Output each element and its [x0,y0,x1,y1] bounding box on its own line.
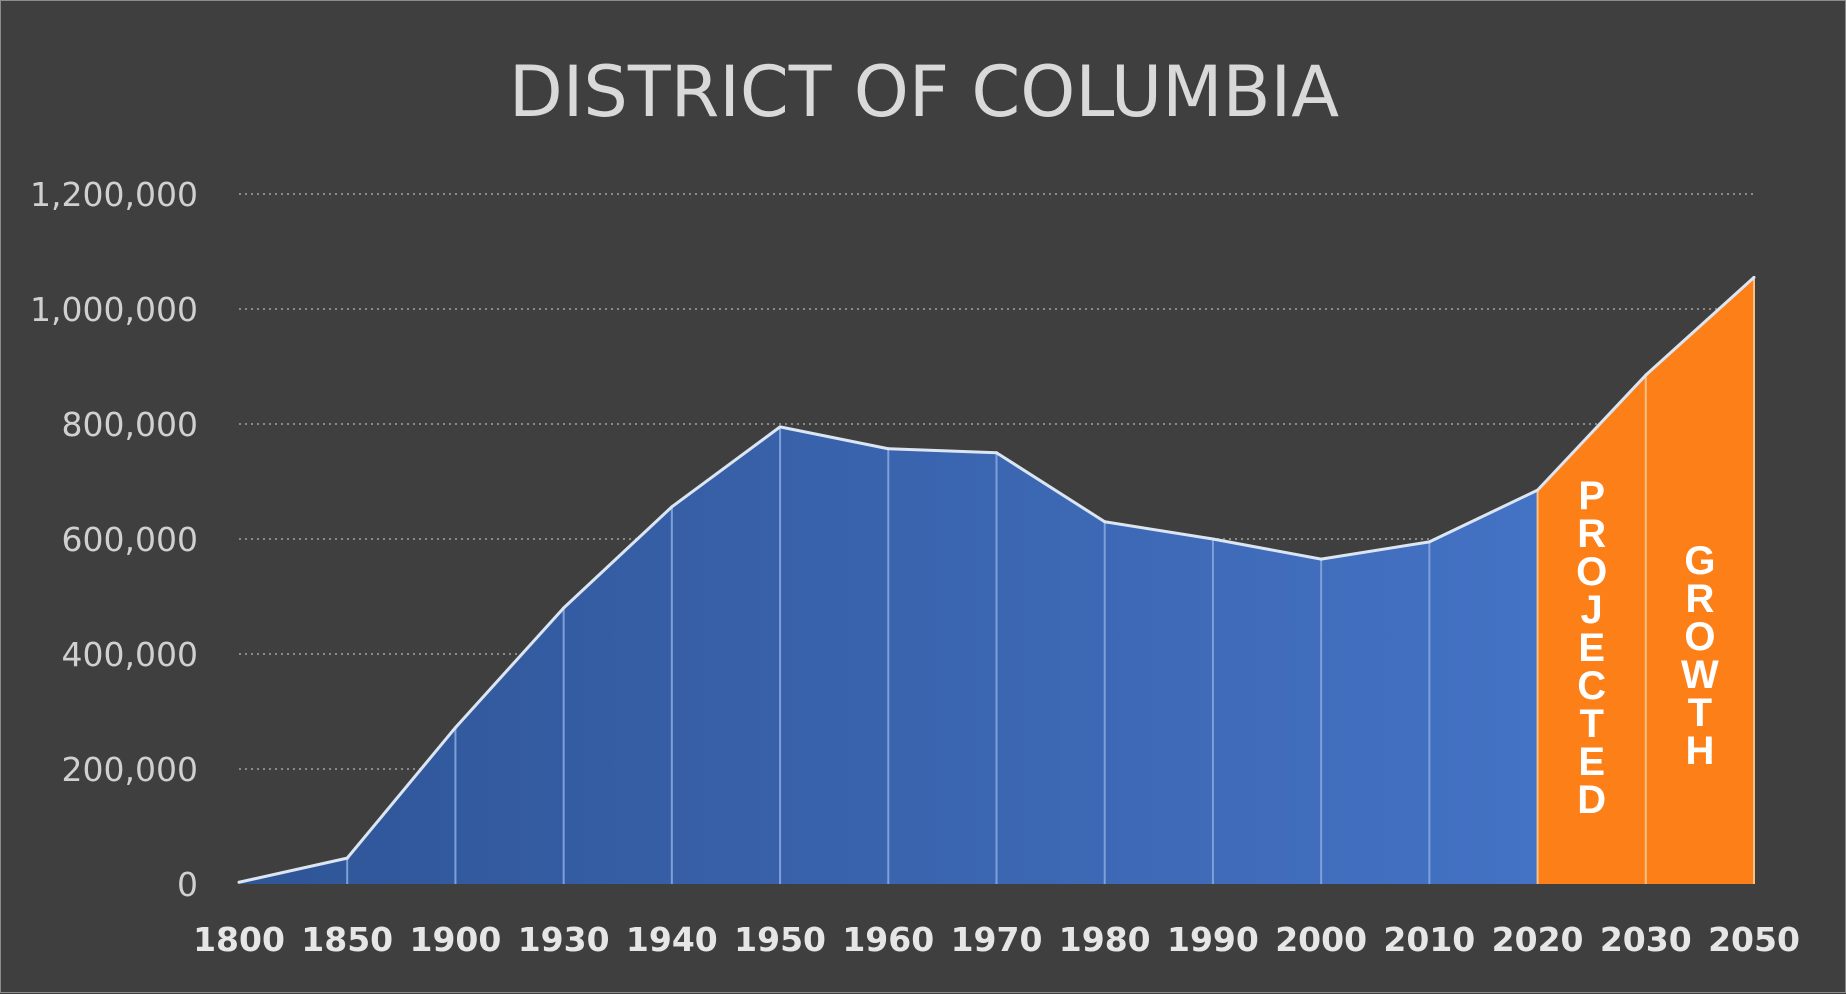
y-tick-label: 0 [177,865,198,904]
y-tick-label: 800,000 [62,405,198,444]
x-tick-label: 1900 [409,920,501,959]
data-point-1900 [453,726,457,730]
data-point-1850 [345,856,349,860]
y-tick-label: 200,000 [62,750,198,789]
x-tick-label: 2000 [1275,920,1367,959]
data-point-2050 [1752,275,1756,279]
y-tick-label: 1,200,000 [30,175,198,214]
x-tick-label: 1940 [626,920,718,959]
annotations: P R O J E C T E D G R O W T H [1576,474,1719,822]
data-point-1950 [778,425,782,429]
data-point-2030 [1644,373,1648,377]
chart-title: DISTRICT OF COLUMBIA [509,51,1339,133]
x-tick-label: 1980 [1059,920,1151,959]
series-line [237,275,1756,884]
x-tick-label: 1950 [734,920,826,959]
data-point-2020 [1536,488,1540,492]
category-dividers [346,277,1755,884]
data-point-2010 [1427,540,1431,544]
data-point-1980 [1103,520,1107,524]
x-tick-label: 2020 [1492,920,1584,959]
x-tick-label: 2030 [1600,920,1692,959]
y-axis-ticks: 0 200,000 400,000 600,000 800,000 1,000,000 1,… [30,175,198,904]
x-tick-label: 1800 [193,920,285,959]
data-point-1940 [670,505,674,509]
x-tick-label: 2050 [1708,920,1800,959]
y-tick-label: 600,000 [62,520,198,559]
data-point-1960 [886,447,890,451]
data-point-2000 [1319,557,1323,561]
data-point-1930 [562,606,566,610]
data-point-1970 [995,451,998,455]
x-tick-label: 1960 [842,920,934,959]
x-tick-label: 2010 [1383,920,1475,959]
x-tick-label: 1850 [301,920,393,959]
x-tick-label: 1930 [518,920,610,959]
data-point-1800 [237,880,241,884]
x-tick-label: 1990 [1167,920,1259,959]
x-axis-ticks: 1800 1850 1900 1930 1940 1950 1960 1970 1980 1990… [193,920,1800,959]
y-tick-label: 400,000 [62,635,198,674]
y-tick-label: 1,000,000 [30,290,198,329]
x-tick-label: 1970 [951,920,1043,959]
data-point-1990 [1211,537,1215,541]
